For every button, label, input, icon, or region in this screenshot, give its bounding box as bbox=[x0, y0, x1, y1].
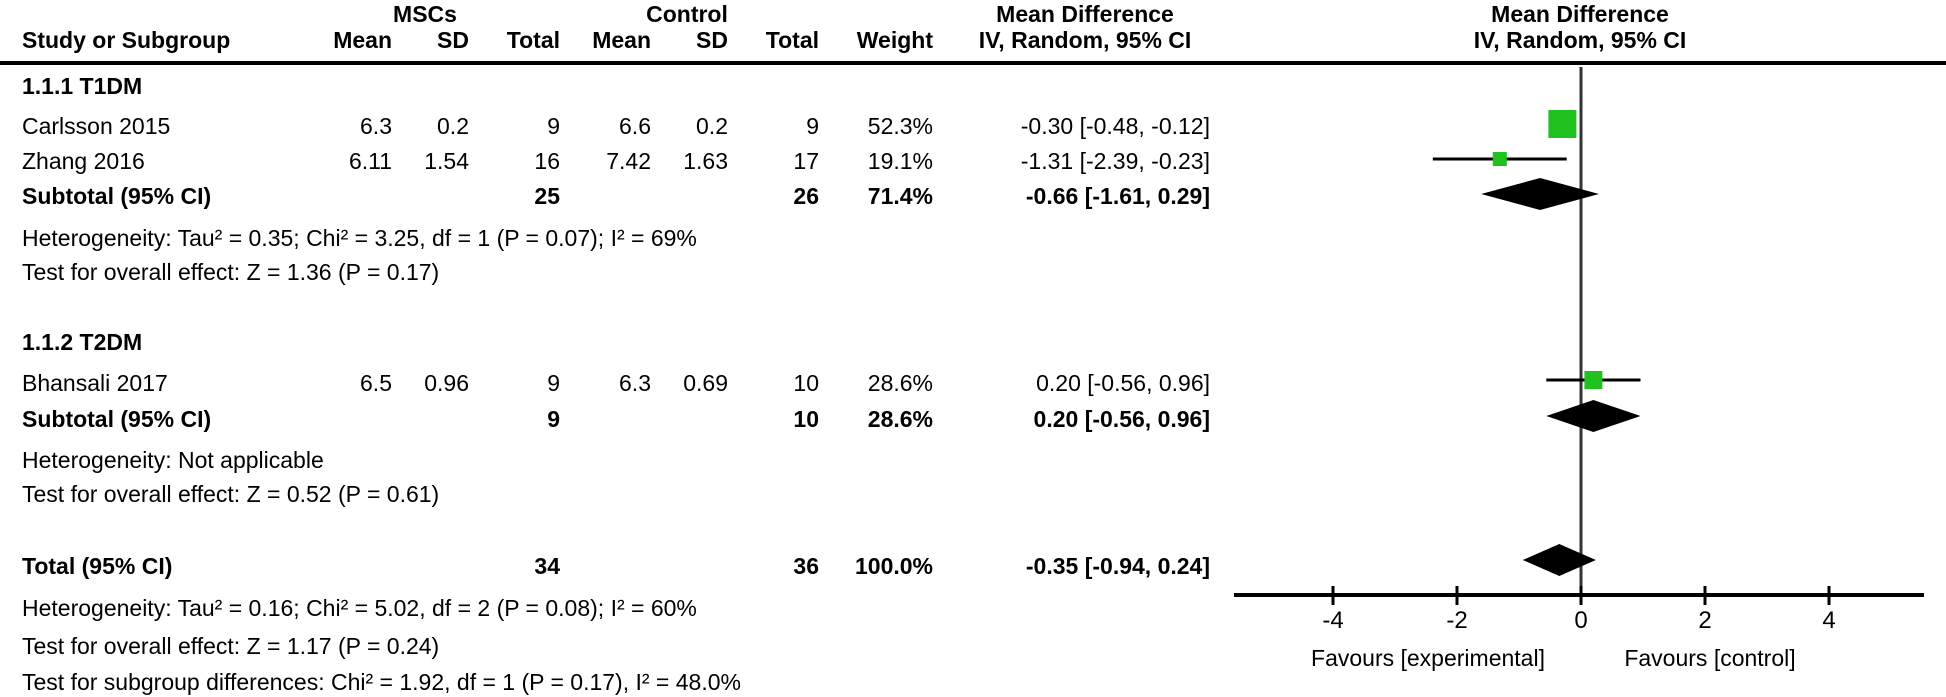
mean2-value: 6.3 bbox=[619, 370, 651, 396]
total2-value: 17 bbox=[793, 148, 819, 174]
subtotal-weight: 71.4% bbox=[867, 183, 933, 209]
heterogeneity-text: Heterogeneity: Tau² = 0.35; Chi² = 3.25,… bbox=[22, 225, 697, 251]
pooled-diamond bbox=[1546, 400, 1641, 432]
weight-value: 28.6% bbox=[867, 370, 933, 396]
total1-value: 9 bbox=[547, 370, 560, 396]
total2-value: 10 bbox=[793, 370, 819, 396]
subgroup-differences-text: Test for subgroup differences: Chi² = 1.… bbox=[22, 669, 741, 695]
effect-square bbox=[1492, 152, 1507, 166]
col-header-total1: Total bbox=[506, 27, 560, 53]
col-header-sd2: SD bbox=[696, 27, 728, 53]
subtotal-ci: 0.20 [-0.56, 0.96] bbox=[1033, 406, 1210, 432]
study-name: Bhansali 2017 bbox=[22, 370, 168, 396]
sd2-value: 0.69 bbox=[683, 370, 728, 396]
total1-value: 16 bbox=[534, 148, 560, 174]
mean2-value: 7.42 bbox=[606, 148, 651, 174]
axis-tick-label: 2 bbox=[1698, 607, 1711, 634]
mean1-value: 6.5 bbox=[360, 370, 392, 396]
col-header-study: Study or Subgroup bbox=[22, 27, 231, 53]
axis-tick-label: -2 bbox=[1446, 607, 1467, 634]
total2-value: 9 bbox=[806, 113, 819, 139]
col-header-total2: Total bbox=[765, 27, 819, 53]
favours-left-label: Favours [experimental] bbox=[1311, 645, 1545, 671]
col-header-mean1: Mean bbox=[333, 27, 392, 53]
sd2-value: 1.63 bbox=[683, 148, 728, 174]
subtotal-label: Subtotal (95% CI) bbox=[22, 183, 212, 209]
subtotal-total2: 26 bbox=[793, 183, 819, 209]
subtotal-ci: -0.66 [-1.61, 0.29] bbox=[1025, 183, 1210, 209]
study-name: Zhang 2016 bbox=[22, 148, 145, 174]
subtotal-weight: 28.6% bbox=[867, 406, 933, 432]
col-header-mean2: Mean bbox=[592, 27, 651, 53]
total-total1: 34 bbox=[534, 553, 560, 579]
subtotal-total1: 25 bbox=[534, 183, 560, 209]
overall-effect-text: Test for overall effect: Z = 0.52 (P = 0… bbox=[22, 481, 440, 507]
pooled-diamond bbox=[1522, 544, 1596, 576]
total-label: Total (95% CI) bbox=[22, 553, 173, 579]
axis-tick-label: -4 bbox=[1322, 607, 1343, 634]
header-rule bbox=[0, 61, 1946, 65]
md-header-left: Mean Difference bbox=[996, 1, 1174, 27]
col-header-weight: Weight bbox=[856, 27, 933, 53]
subtotal-total1: 9 bbox=[547, 406, 560, 432]
col-header-iv-left: IV, Random, 95% CI bbox=[978, 27, 1192, 53]
weight-value: 52.3% bbox=[867, 113, 933, 139]
favours-right-label: Favours [control] bbox=[1624, 645, 1796, 671]
col-header-sd1: SD bbox=[437, 27, 469, 53]
axis-tick-label: 4 bbox=[1822, 607, 1835, 634]
mean2-value: 6.6 bbox=[619, 113, 651, 139]
sd1-value: 0.96 bbox=[424, 370, 469, 396]
subtotal-total2: 10 bbox=[793, 406, 819, 432]
effect-square bbox=[1548, 110, 1577, 138]
ci-value: -0.30 [-0.48, -0.12] bbox=[1020, 113, 1210, 139]
ci-value: 0.20 [-0.56, 0.96] bbox=[1036, 370, 1210, 396]
heterogeneity-text: Heterogeneity: Tau² = 0.16; Chi² = 5.02,… bbox=[22, 595, 697, 621]
col-header-iv-right: IV, Random, 95% CI bbox=[1473, 27, 1687, 53]
subgroup-label: 1.1.1 T1DM bbox=[22, 73, 143, 99]
total1-value: 9 bbox=[547, 113, 560, 139]
ci-value: -1.31 [-2.39, -0.23] bbox=[1020, 148, 1210, 174]
group-header-control: Control bbox=[646, 1, 728, 27]
overall-effect-text: Test for overall effect: Z = 1.17 (P = 0… bbox=[22, 633, 440, 659]
total-total2: 36 bbox=[793, 553, 819, 579]
weight-value: 19.1% bbox=[867, 148, 933, 174]
subtotal-label: Subtotal (95% CI) bbox=[22, 406, 212, 432]
study-name: Carlsson 2015 bbox=[22, 113, 171, 139]
axis-tick-label: 0 bbox=[1574, 607, 1587, 634]
sd1-value: 0.2 bbox=[437, 113, 469, 139]
overall-effect-text: Test for overall effect: Z = 1.36 (P = 0… bbox=[22, 259, 440, 285]
total-weight: 100.0% bbox=[854, 553, 933, 579]
pooled-diamond bbox=[1481, 178, 1599, 210]
total-ci: -0.35 [-0.94, 0.24] bbox=[1025, 553, 1210, 579]
sd2-value: 0.2 bbox=[696, 113, 728, 139]
sd1-value: 1.54 bbox=[424, 148, 469, 174]
mean1-value: 6.11 bbox=[348, 148, 392, 174]
subgroup-label: 1.1.2 T2DM bbox=[22, 329, 143, 355]
mean1-value: 6.3 bbox=[360, 113, 392, 139]
group-header-mscs: MSCs bbox=[393, 1, 457, 27]
effect-square bbox=[1584, 371, 1603, 389]
heterogeneity-text: Heterogeneity: Not applicable bbox=[22, 447, 324, 473]
md-header-right: Mean Difference bbox=[1491, 1, 1669, 27]
